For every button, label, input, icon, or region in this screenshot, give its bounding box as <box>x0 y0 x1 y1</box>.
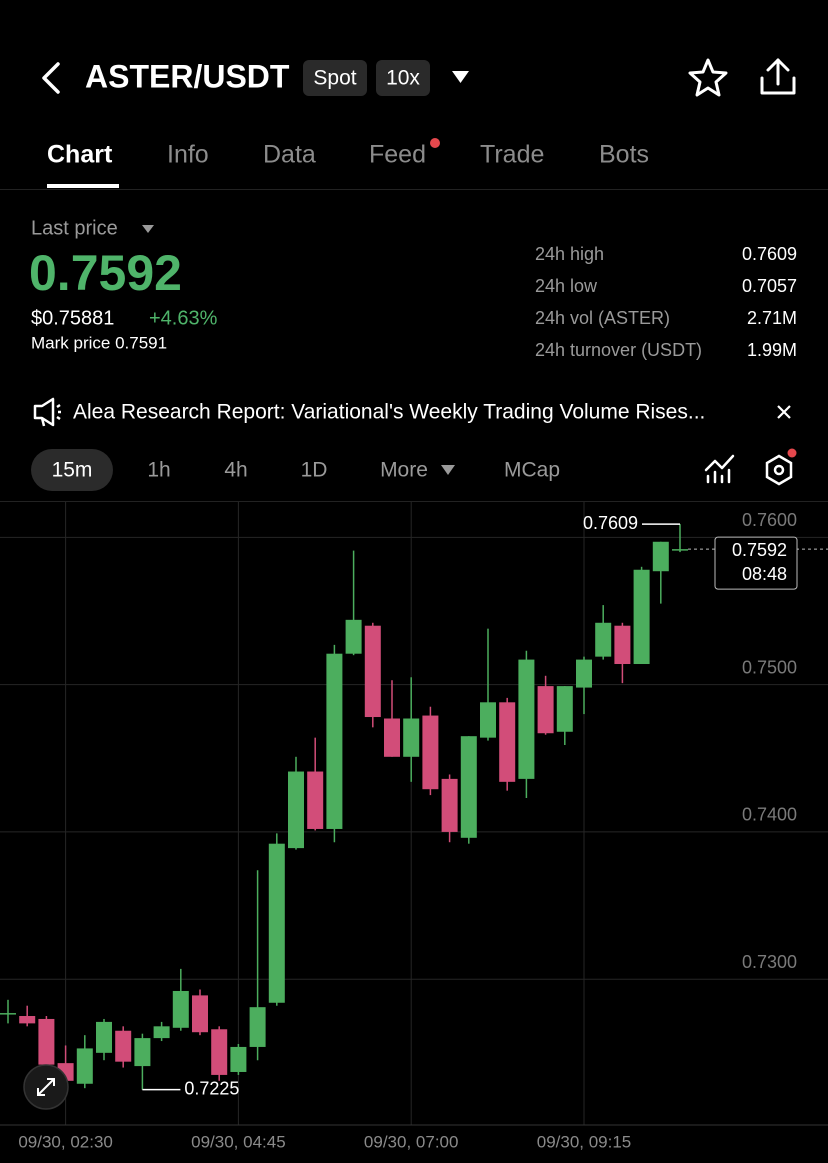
x-tick-label: 09/30, 02:30 <box>18 1132 113 1151</box>
countdown: 08:48 <box>742 564 787 584</box>
stat-label: 24h vol (ASTER) <box>535 308 670 328</box>
high-marker-label: 0.7609 <box>583 513 638 533</box>
announcement-icon <box>33 397 61 427</box>
interval[interactable]: 1h <box>147 459 170 482</box>
stat-value: 1.99M <box>747 340 797 360</box>
candle-body <box>460 736 477 838</box>
candle-body <box>38 1018 55 1065</box>
favorite-icon[interactable] <box>688 58 728 97</box>
tab-indicator <box>47 184 119 188</box>
divider <box>0 501 828 502</box>
candle-body <box>268 843 285 1003</box>
stat-value: 2.71M <box>747 308 797 328</box>
x-tick-label: 09/30, 07:00 <box>364 1132 459 1151</box>
x-tick-label: 09/30, 09:15 <box>537 1132 632 1151</box>
stat-label: 24h turnover (USDT) <box>535 340 702 360</box>
current-price-box <box>714 536 798 590</box>
tab[interactable]: Bots <box>599 141 649 169</box>
pair-title: ASTER/USDT <box>85 58 290 94</box>
candlestick-chart: 0.7300 0.7400 0.7500 0.7600 09/30, 02:30 09/3… <box>0 502 828 1151</box>
settings-icon-core <box>773 464 785 476</box>
interval-pill <box>31 449 113 491</box>
candle-body <box>192 995 208 1033</box>
mark-price: Mark price 0.7591 <box>31 333 167 352</box>
notification-dot <box>430 138 440 148</box>
candle-body <box>480 702 496 738</box>
candle-body <box>345 619 362 654</box>
interval[interactable]: 15m <box>52 459 93 482</box>
interval[interactable]: 4h <box>224 459 247 482</box>
candle-body <box>0 1013 16 1015</box>
candle-body <box>614 625 631 665</box>
news-headline[interactable]: Alea Research Report: Variational's Week… <box>73 401 705 424</box>
candle-body <box>537 686 554 734</box>
candle-body <box>556 686 573 732</box>
expand-icon <box>37 1078 55 1096</box>
low-marker-label: 0.7225 <box>184 1078 239 1098</box>
indicator-icon[interactable] <box>704 454 735 484</box>
interval[interactable]: 1D <box>301 459 328 482</box>
candle-body <box>652 541 669 572</box>
current-price-label: 0.7592 <box>732 540 787 560</box>
stat-value: 0.7057 <box>742 276 797 296</box>
last-price-label: Last price <box>31 217 118 239</box>
candle-body <box>211 1029 228 1075</box>
dropdown-icon[interactable] <box>441 465 455 475</box>
candle-body <box>96 1021 112 1053</box>
y-tick-label: 0.7600 <box>742 510 797 530</box>
tab[interactable]: Feed <box>369 141 426 169</box>
candle-body <box>499 702 516 782</box>
candle-body <box>230 1046 247 1072</box>
dropdown-icon[interactable] <box>452 71 469 83</box>
back-button[interactable] <box>42 62 60 94</box>
dropdown-icon[interactable] <box>142 225 154 233</box>
stat-label: 24h high <box>535 244 604 264</box>
settings-icon[interactable] <box>765 454 793 486</box>
share-icon[interactable] <box>760 58 796 95</box>
candle-body <box>422 715 439 790</box>
badge-bg <box>376 60 430 96</box>
candle-body <box>153 1026 170 1039</box>
candle-body <box>307 771 324 829</box>
candle-body <box>633 569 650 665</box>
x-tick-label: 09/30, 04:45 <box>191 1132 286 1151</box>
usd-price: $0.75881 <box>31 307 114 329</box>
candle-body <box>326 653 343 829</box>
candle-body <box>384 718 400 757</box>
last-price: 0.7592 <box>29 245 182 301</box>
y-tick-label: 0.7500 <box>742 657 797 677</box>
notification-dot <box>787 448 797 458</box>
candle-body <box>518 659 535 779</box>
candle-body <box>576 659 592 688</box>
candle-body <box>288 771 304 849</box>
candle-body <box>595 622 612 657</box>
tab[interactable]: Chart <box>47 141 113 169</box>
tab[interactable]: Info <box>167 141 209 169</box>
candle-body <box>441 778 458 832</box>
divider <box>0 189 828 190</box>
badge: 10x <box>386 67 420 90</box>
price-change: +4.63% <box>149 307 218 329</box>
stat-value: 0.7609 <box>742 244 797 264</box>
candle-body <box>76 1048 93 1084</box>
candle-body <box>115 1030 132 1062</box>
badge-bg <box>303 60 367 96</box>
candle-body <box>172 990 189 1028</box>
tab[interactable]: Data <box>263 141 316 169</box>
candle-body <box>19 1016 36 1024</box>
tab[interactable]: Trade <box>480 141 544 169</box>
candle-body <box>364 625 381 718</box>
interval[interactable]: More <box>380 459 428 482</box>
y-tick-label: 0.7300 <box>742 952 797 972</box>
candle-body <box>134 1038 151 1067</box>
badge: Spot <box>313 67 356 90</box>
y-tick-label: 0.7400 <box>742 805 797 825</box>
candle-body <box>249 1007 266 1047</box>
interval[interactable]: MCap <box>504 459 560 482</box>
close-news[interactable] <box>777 405 791 419</box>
candle-body <box>403 718 420 757</box>
candle-body <box>672 549 688 551</box>
stat-label: 24h low <box>535 276 598 296</box>
